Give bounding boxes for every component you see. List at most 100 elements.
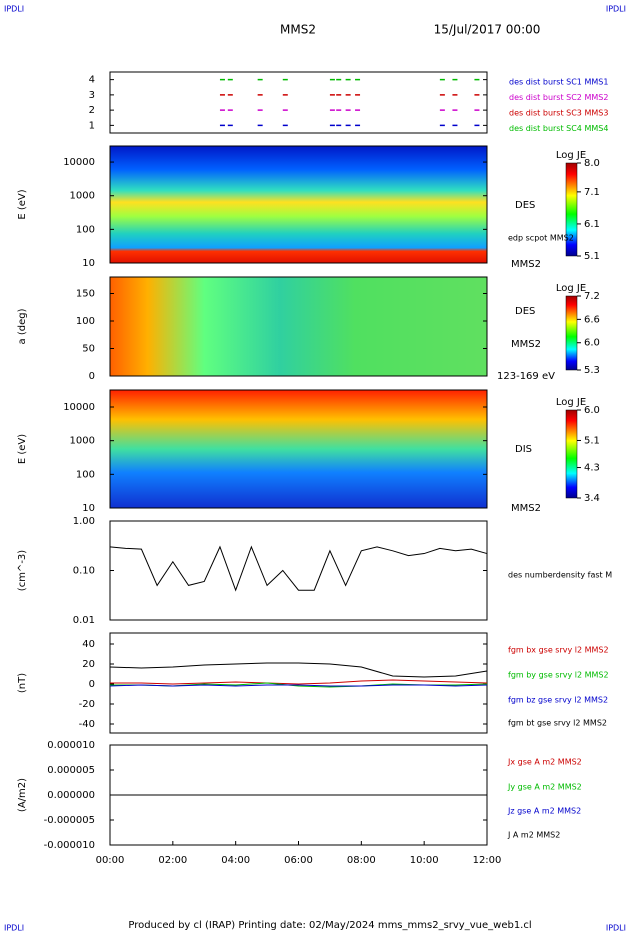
legend-entry: fgm by gse srvy l2 MMS2 bbox=[508, 671, 609, 680]
colorbar bbox=[565, 162, 578, 257]
panel-label: edp scpot MMS2 bbox=[508, 234, 574, 243]
colorbar-title: Log JE bbox=[556, 397, 586, 408]
colorbar-title: Log JE bbox=[556, 150, 586, 161]
y-tick-label: 2 bbox=[89, 105, 95, 116]
legend-entry: des dist burst SC1 MMS1 bbox=[509, 78, 608, 87]
colorbar-tick-label: 7.1 bbox=[584, 187, 600, 198]
legend-entry: fgm bt gse srvy l2 MMS2 bbox=[508, 719, 607, 728]
y-tick-label: 0.000005 bbox=[47, 765, 95, 776]
legend-entry: des dist burst SC4 MMS4 bbox=[509, 124, 608, 133]
series-line bbox=[109, 545, 488, 592]
colorbar-tick-label: 8.0 bbox=[584, 158, 600, 169]
y-axis-label: E (eV) bbox=[17, 434, 28, 464]
burst-interval bbox=[345, 109, 351, 111]
y-tick-label: -0.000005 bbox=[44, 815, 95, 826]
y-tick-label: 0.01 bbox=[73, 615, 95, 626]
burst-interval bbox=[227, 78, 233, 81]
burst-interval bbox=[336, 78, 342, 81]
legend-entry: des dist burst SC3 MMS3 bbox=[509, 109, 608, 118]
colorbar-title: Log JE bbox=[556, 283, 586, 294]
spectrogram bbox=[110, 277, 487, 376]
legend-entry: Jx gse A m2 MMS2 bbox=[507, 758, 582, 767]
burst-interval bbox=[355, 94, 361, 96]
y-tick-label: 100 bbox=[76, 316, 95, 327]
colorbar-tick-label: 5.1 bbox=[584, 435, 600, 446]
y-axis-label: E (eV) bbox=[17, 189, 28, 219]
y-tick-label: 20 bbox=[82, 659, 95, 670]
y-tick-label: 10 bbox=[82, 503, 95, 514]
burst-interval bbox=[282, 94, 288, 96]
series-line bbox=[110, 679, 488, 685]
burst-interval bbox=[355, 109, 361, 111]
burst-interval bbox=[257, 109, 263, 111]
y-tick-label: 1.00 bbox=[73, 516, 95, 527]
date: 15/Jul/2017 00:00 bbox=[434, 23, 541, 37]
burst-interval bbox=[219, 124, 225, 127]
spacecraft: MMS2 bbox=[280, 23, 316, 37]
x-tick-label: 12:00 bbox=[473, 855, 502, 866]
panel-frame bbox=[109, 145, 488, 264]
x-tick-label: 06:00 bbox=[284, 855, 313, 866]
y-tick-label: 10000 bbox=[63, 402, 95, 413]
burst-interval bbox=[345, 94, 351, 96]
spectrogram bbox=[110, 146, 487, 263]
panel-label: DIS bbox=[515, 444, 532, 455]
corner-mark: IPDLI bbox=[606, 5, 626, 14]
burst-interval bbox=[329, 78, 335, 81]
y-tick-label: 0 bbox=[89, 679, 95, 690]
burst-interval bbox=[452, 124, 458, 127]
colorbar-tick-label: 6.0 bbox=[584, 405, 600, 416]
colorbar bbox=[565, 409, 578, 499]
y-tick-label: -40 bbox=[79, 719, 95, 730]
burst-interval bbox=[282, 78, 288, 81]
y-tick-label: -0.000010 bbox=[44, 840, 95, 851]
series-line bbox=[109, 662, 488, 678]
colorbar-tick-label: 6.1 bbox=[584, 219, 600, 230]
colorbar-tick-label: 5.3 bbox=[584, 365, 600, 376]
y-tick-label: 1000 bbox=[70, 436, 95, 447]
burst-interval bbox=[452, 78, 458, 81]
legend-entry: fgm bz gse srvy l2 MMS2 bbox=[508, 696, 608, 705]
corner-mark: IPDLI bbox=[4, 924, 24, 933]
x-tick-label: 10:00 bbox=[410, 855, 439, 866]
y-tick-label: 10000 bbox=[63, 157, 95, 168]
series-line bbox=[109, 684, 488, 687]
burst-interval bbox=[439, 94, 445, 96]
y-tick-label: 0.10 bbox=[73, 566, 95, 577]
x-tick-label: 02:00 bbox=[158, 855, 187, 866]
burst-interval bbox=[282, 109, 288, 111]
y-tick-label: 0.000010 bbox=[47, 740, 95, 751]
colorbar-tick-label: 5.1 bbox=[584, 251, 600, 262]
panel-label: 123-169 eV bbox=[497, 371, 555, 382]
colorbar bbox=[565, 295, 578, 371]
burst-interval bbox=[257, 124, 263, 127]
burst-interval bbox=[336, 109, 342, 111]
y-axis-label: (A/m2) bbox=[17, 778, 28, 812]
y-tick-label: 1 bbox=[89, 120, 95, 131]
burst-interval bbox=[329, 124, 335, 127]
legend-entry: Jz gse A m2 MMS2 bbox=[507, 807, 581, 816]
legend-entry: Jy gse A m2 MMS2 bbox=[507, 783, 582, 792]
y-axis-label: (cm^-3) bbox=[17, 550, 28, 591]
burst-interval bbox=[439, 109, 445, 111]
y-tick-label: 100 bbox=[76, 469, 95, 480]
burst-interval bbox=[474, 124, 480, 127]
y-tick-label: 40 bbox=[82, 639, 95, 650]
panel-label: DES bbox=[515, 200, 535, 211]
burst-interval bbox=[227, 109, 233, 111]
burst-interval bbox=[474, 94, 480, 96]
spectrogram bbox=[110, 390, 487, 508]
burst-interval bbox=[355, 124, 361, 127]
legend-entry: fgm bx gse srvy l2 MMS2 bbox=[508, 646, 609, 655]
y-tick-label: 100 bbox=[76, 224, 95, 235]
burst-interval bbox=[345, 124, 351, 127]
burst-interval bbox=[355, 78, 361, 81]
burst-interval bbox=[227, 124, 233, 127]
burst-interval bbox=[439, 124, 445, 127]
legend-entry: des dist burst SC2 MMS2 bbox=[509, 93, 608, 102]
y-axis-label: (nT) bbox=[17, 673, 28, 693]
burst-interval bbox=[345, 78, 351, 81]
corner-mark: IPDLI bbox=[606, 924, 626, 933]
burst-interval bbox=[452, 94, 458, 96]
legend-entry: J A m2 MMS2 bbox=[507, 831, 560, 840]
